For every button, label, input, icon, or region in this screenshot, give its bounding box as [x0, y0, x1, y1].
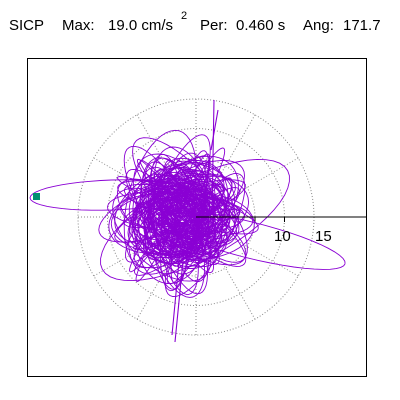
orbit-core-loop — [147, 175, 236, 225]
period-value: 0.460 s — [236, 17, 286, 34]
station-code: SICP — [9, 17, 45, 34]
angle-label: Ang: — [303, 17, 334, 34]
orbit-spike — [171, 229, 183, 336]
orbit-core-loop — [161, 194, 237, 247]
orbit-spike — [210, 109, 219, 151]
orbit-core-loop — [166, 184, 210, 283]
orbit-spike — [174, 219, 188, 343]
period-label: Per: — [200, 17, 228, 34]
orbit-core-loop — [150, 157, 203, 240]
orbit-core-loop — [149, 155, 239, 243]
orbit-core-loop — [123, 129, 197, 269]
orbit-spike — [211, 99, 215, 216]
orbit-core-loop — [133, 153, 223, 262]
orbit-core-loop — [129, 160, 208, 273]
orbit-core-loop — [157, 167, 228, 258]
orbit-core-loop — [108, 174, 250, 255]
orbit-trace — [29, 99, 346, 343]
radial-tick-label-15: 15 — [315, 228, 332, 245]
angle-value: 171.7 — [343, 17, 381, 34]
orbit-core-loop — [128, 175, 194, 241]
orbit-core-loop — [178, 183, 205, 250]
orbit-core-loop — [141, 157, 197, 256]
green-marker — [33, 193, 40, 200]
orbit-core-loop — [123, 179, 246, 229]
orbit-core-loop — [164, 169, 216, 226]
orbit-core-loop — [163, 210, 197, 237]
orbit-core-loop — [132, 208, 241, 250]
orbit-core-loop — [128, 160, 207, 275]
max-label: Max: — [62, 17, 95, 34]
orbit-core-loop — [145, 196, 247, 266]
orbit-core-loop — [161, 188, 223, 267]
max-value: 19.0 cm/s — [108, 17, 174, 34]
orbit-core-loop — [166, 182, 212, 235]
radial-tick-label-10: 10 — [274, 228, 291, 245]
max-unit-exponent: 2 — [181, 10, 188, 22]
record-header: SICP Max: 19.0 cm/s 2 Per: 0.460 s Ang: … — [0, 10, 400, 34]
